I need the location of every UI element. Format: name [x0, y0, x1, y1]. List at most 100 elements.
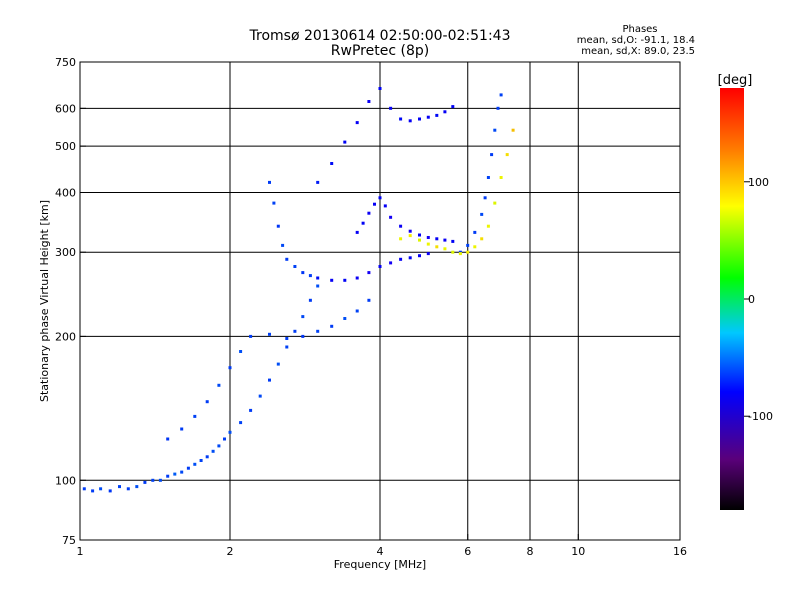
colorbar: [720, 88, 744, 510]
data-point: [378, 87, 382, 90]
data-point: [499, 176, 503, 179]
data-point: [355, 121, 359, 125]
data-point: [466, 243, 470, 247]
data-point: [285, 345, 289, 349]
data-point: [293, 329, 297, 333]
data-point: [301, 315, 305, 319]
stats-x-mode: mean, sd,X: 89.0, 23.5: [581, 46, 695, 57]
data-point: [316, 276, 320, 280]
data-point: [399, 257, 403, 261]
data-point: [276, 224, 280, 228]
chart-title: Tromsø 20130614 02:50:00-02:51:43: [249, 28, 511, 44]
y-tick-label: 200: [55, 330, 76, 343]
data-point: [193, 414, 197, 418]
data-point: [217, 383, 221, 387]
data-point: [490, 153, 494, 157]
data-point: [443, 110, 447, 114]
data-point: [228, 366, 232, 370]
data-point: [239, 350, 243, 353]
data-point: [180, 470, 184, 474]
y-tick-label: 400: [55, 186, 76, 199]
data-point: [199, 459, 203, 462]
data-point: [239, 421, 243, 425]
data-point: [378, 265, 382, 268]
stats-header: Phases: [622, 24, 657, 35]
data-point: [389, 261, 393, 265]
data-point: [249, 408, 253, 412]
data-point: [493, 201, 497, 205]
data-point: [343, 317, 347, 320]
data-point: [408, 229, 412, 233]
data-point: [435, 245, 439, 249]
data-point: [443, 238, 447, 242]
x-tick-label: 2: [227, 545, 234, 558]
data-point: [268, 378, 271, 382]
data-point: [258, 394, 262, 398]
colorbar-tick-label: -100: [748, 410, 773, 423]
data-point: [180, 427, 184, 431]
data-point: [108, 489, 112, 493]
data-point: [173, 472, 177, 476]
data-point: [367, 298, 371, 302]
data-point: [426, 115, 430, 119]
data-point: [166, 474, 170, 478]
data-point: [361, 221, 365, 225]
data-point: [426, 242, 430, 246]
data-point: [418, 238, 421, 242]
y-tick-label: 750: [55, 56, 76, 69]
y-tick-label: 600: [55, 102, 76, 115]
data-point: [272, 201, 276, 205]
x-tick-label: 10: [571, 545, 585, 558]
data-point: [399, 117, 403, 121]
data-point: [480, 237, 484, 241]
data-point: [496, 106, 500, 110]
data-point: [135, 485, 139, 489]
data-point: [426, 252, 430, 256]
data-point: [426, 236, 430, 239]
data-point: [486, 224, 490, 228]
data-point: [126, 487, 130, 491]
data-point: [418, 254, 421, 258]
data-point: [408, 119, 412, 123]
data-point: [408, 234, 412, 238]
data-point: [268, 180, 271, 184]
data-point: [389, 215, 393, 219]
data-point: [480, 212, 484, 216]
data-point: [435, 113, 439, 117]
x-axis-label: Frequency [MHz]: [334, 558, 426, 571]
data-point: [330, 162, 334, 165]
data-point: [418, 233, 421, 237]
data-point: [166, 437, 170, 441]
data-point: [389, 106, 393, 110]
data-point: [193, 462, 197, 466]
data-point: [343, 140, 347, 144]
data-point: [211, 449, 215, 453]
data-point: [355, 276, 359, 280]
colorbar-label: [deg]: [718, 73, 753, 88]
data-point: [399, 224, 403, 228]
x-tick-label: 6: [464, 545, 471, 558]
y-axis-label: Stationary phase Virtual Height [km]: [38, 200, 51, 402]
stats-o-mode: mean, sd,O: -91.1, 18.4: [577, 35, 695, 46]
data-point: [118, 485, 121, 489]
data-point: [408, 256, 412, 260]
x-tick-label: 1: [77, 545, 84, 558]
data-point: [316, 329, 320, 333]
x-tick-label: 16: [673, 545, 687, 558]
data-point: [301, 334, 305, 338]
data-point: [205, 455, 209, 459]
data-point: [367, 100, 371, 103]
data-point: [268, 332, 271, 336]
data-point: [458, 252, 462, 256]
data-point: [316, 180, 320, 184]
data-point: [223, 437, 226, 441]
colorbar-tick-label: 100: [748, 176, 769, 189]
data-point: [186, 466, 190, 470]
data-point: [281, 243, 285, 247]
data-point: [316, 284, 320, 288]
data-point: [285, 257, 289, 261]
data-point: [493, 128, 497, 132]
data-point: [99, 487, 103, 491]
